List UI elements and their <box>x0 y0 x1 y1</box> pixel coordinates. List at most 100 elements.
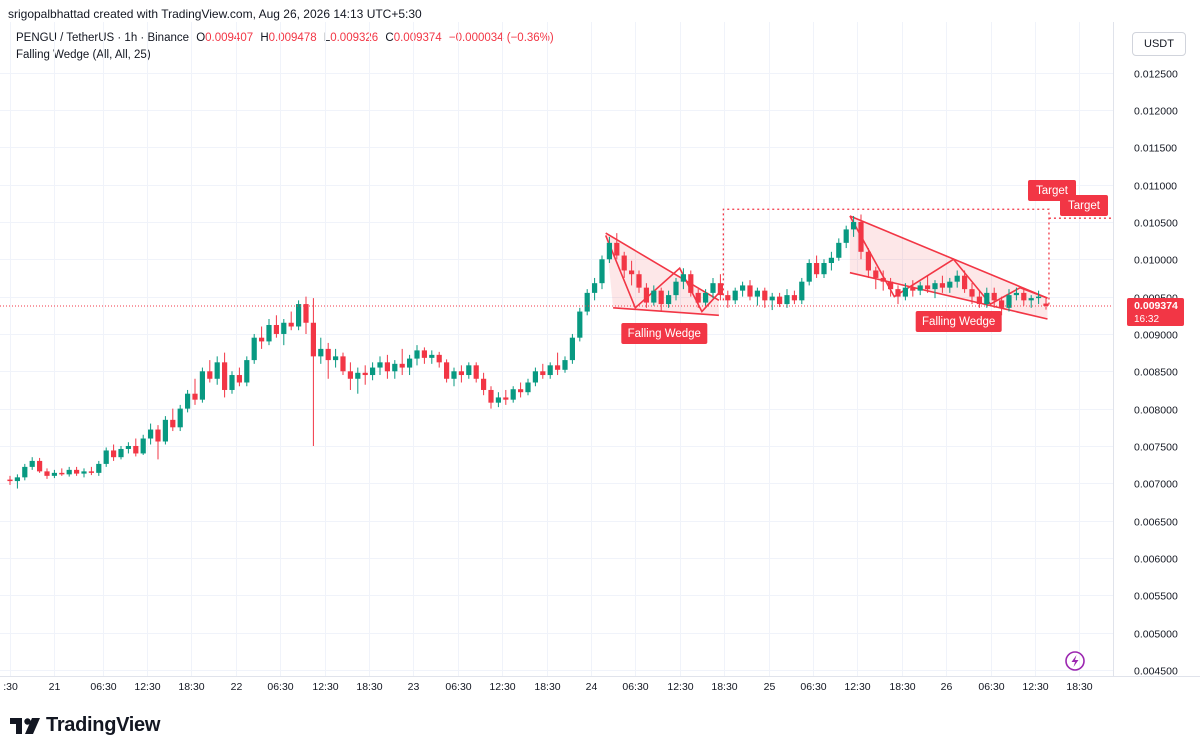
candle-body <box>695 292 701 303</box>
candle-body <box>1043 303 1049 307</box>
candle-body <box>222 362 228 390</box>
wedge-fill <box>849 216 1048 319</box>
y-tick-label: 0.006000 <box>1134 554 1178 566</box>
y-tick-label: 0.012500 <box>1134 69 1178 81</box>
candle-body <box>362 372 368 376</box>
x-tick-label: 21 <box>49 681 61 693</box>
candle-body <box>14 477 20 482</box>
last-price-badge <box>1127 298 1184 327</box>
candle-body <box>954 275 960 282</box>
candle-body <box>303 304 309 323</box>
candle-series <box>7 214 1049 489</box>
target-box <box>722 208 1050 307</box>
candle-body <box>44 471 50 476</box>
candle-body <box>1021 292 1027 301</box>
y-tick-label: 0.008500 <box>1134 367 1178 379</box>
candle-body <box>636 274 642 288</box>
currency-button[interactable]: USDT <box>1132 32 1186 56</box>
candle-body <box>599 259 605 284</box>
candle-body <box>962 275 968 290</box>
candle-body <box>688 274 694 293</box>
candle-body <box>1006 295 1012 308</box>
candle-body <box>333 356 339 361</box>
x-tick-label: 12:30 <box>1022 681 1048 693</box>
x-tick-label: 22 <box>231 681 243 693</box>
candle-body <box>762 290 768 301</box>
candle-body <box>643 287 649 303</box>
x-tick-label: 26 <box>941 681 953 693</box>
candle-body <box>1028 298 1034 301</box>
candle-body <box>118 448 124 458</box>
candle-body <box>806 263 812 282</box>
y-tick-label: 0.010000 <box>1134 255 1178 267</box>
close-value: 0.009374 <box>393 32 442 44</box>
candle-body <box>296 304 302 327</box>
y-tick-label: 0.009000 <box>1134 330 1178 342</box>
candle-body <box>740 285 746 291</box>
candle-body <box>414 350 420 359</box>
candle-body <box>495 397 501 403</box>
candle-body <box>199 371 205 400</box>
candle-body <box>777 296 783 305</box>
study-legend[interactable]: Falling Wedge (All, All, 25) <box>16 49 151 61</box>
countdown-text: 16:32 <box>1134 314 1159 325</box>
candle-body <box>784 295 790 305</box>
candle-body <box>81 471 87 474</box>
close-label: C <box>385 32 394 44</box>
symbol-legend[interactable]: PENGU / TetherUS · 1h · Binance O0.00940… <box>16 32 554 44</box>
open-value: 0.009407 <box>205 32 254 44</box>
candle-body <box>192 393 198 400</box>
time-axis: :30 21 06:30 12:30 18:30 22 06:30 12:30 18:30 23 0… <box>3 681 1093 693</box>
candle-body <box>481 378 487 390</box>
candle-body <box>621 255 627 271</box>
target-label-text: Target <box>1036 185 1069 197</box>
replay-icon[interactable] <box>1065 651 1085 671</box>
candle-body <box>392 363 398 372</box>
candle-body <box>111 450 117 458</box>
falling-wedge-label: Falling Wedge <box>621 323 708 344</box>
falling-wedge-label-box <box>621 323 708 344</box>
candle-body <box>377 362 383 368</box>
candle-body <box>407 358 413 368</box>
symbol-label: PENGU / TetherUS · 1h · Binance <box>16 32 189 44</box>
candle-body <box>140 438 146 454</box>
brand-footer[interactable]: TradingView <box>10 714 160 737</box>
y-tick-label: 0.007000 <box>1134 479 1178 491</box>
candle-body <box>592 283 598 293</box>
candle-body <box>562 360 568 370</box>
candle-body <box>984 292 990 305</box>
candle-body <box>96 463 102 473</box>
candle-body <box>266 324 272 342</box>
candle-body <box>244 360 250 383</box>
candle-body <box>429 354 435 358</box>
x-tick-label: 06:30 <box>622 681 648 693</box>
x-tick-label: 18:30 <box>178 681 204 693</box>
candle-body <box>680 274 686 282</box>
candle-body <box>917 285 923 291</box>
candle-body <box>59 472 65 475</box>
candle-body <box>170 419 176 428</box>
x-tick-label: 06:30 <box>445 681 471 693</box>
candle-body <box>547 365 553 376</box>
x-tick-label: 12:30 <box>489 681 515 693</box>
y-tick-label: 0.010500 <box>1134 218 1178 230</box>
x-tick-label: 18:30 <box>356 681 382 693</box>
candle-body <box>799 281 805 301</box>
candle-body <box>384 362 390 372</box>
candle-body <box>347 371 353 379</box>
candle-body <box>103 450 109 464</box>
candle-body <box>310 322 316 357</box>
y-tick-label: 0.012000 <box>1134 106 1178 118</box>
candle-body <box>902 287 908 297</box>
y-tick-label: 0.007500 <box>1134 442 1178 454</box>
candle-body <box>458 371 464 376</box>
candle-body <box>185 393 191 409</box>
candle-body <box>273 324 279 334</box>
candle-body <box>451 371 457 379</box>
x-tick-label: 24 <box>586 681 598 693</box>
x-tick-label: :30 <box>3 681 18 693</box>
candle-body <box>865 251 871 271</box>
candle-body <box>584 292 590 312</box>
